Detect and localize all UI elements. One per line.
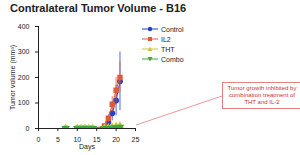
svg-text:200: 200 bbox=[18, 74, 30, 81]
svg-text:25: 25 bbox=[132, 136, 140, 143]
svg-text:0: 0 bbox=[26, 125, 30, 132]
svg-text:5: 5 bbox=[56, 136, 60, 143]
svg-text:Days: Days bbox=[79, 143, 95, 151]
svg-text:Tumor volume (mm³): Tumor volume (mm³) bbox=[9, 45, 17, 110]
svg-text:300: 300 bbox=[18, 48, 30, 55]
html-text:IL2: IL2 bbox=[161, 35, 171, 43]
svg-text:20: 20 bbox=[112, 136, 120, 143]
svg-text:15: 15 bbox=[92, 136, 101, 144]
html-text:THT: THT bbox=[161, 45, 175, 53]
html-text:Combo: Combo bbox=[161, 55, 184, 63]
svg-text:10: 10 bbox=[73, 136, 82, 144]
svg-text:100: 100 bbox=[18, 99, 30, 106]
html-text:Control: Control bbox=[161, 25, 184, 33]
html-text:Tumor growth inhibited by comb: Tumor growth inhibited by combination tr… bbox=[227, 85, 297, 105]
html-text:Contralateral Tumor Volume - B: Contralateral Tumor Volume - B16 bbox=[10, 2, 187, 14]
svg-text:0: 0 bbox=[37, 136, 41, 143]
svg-text:400: 400 bbox=[18, 23, 30, 30]
